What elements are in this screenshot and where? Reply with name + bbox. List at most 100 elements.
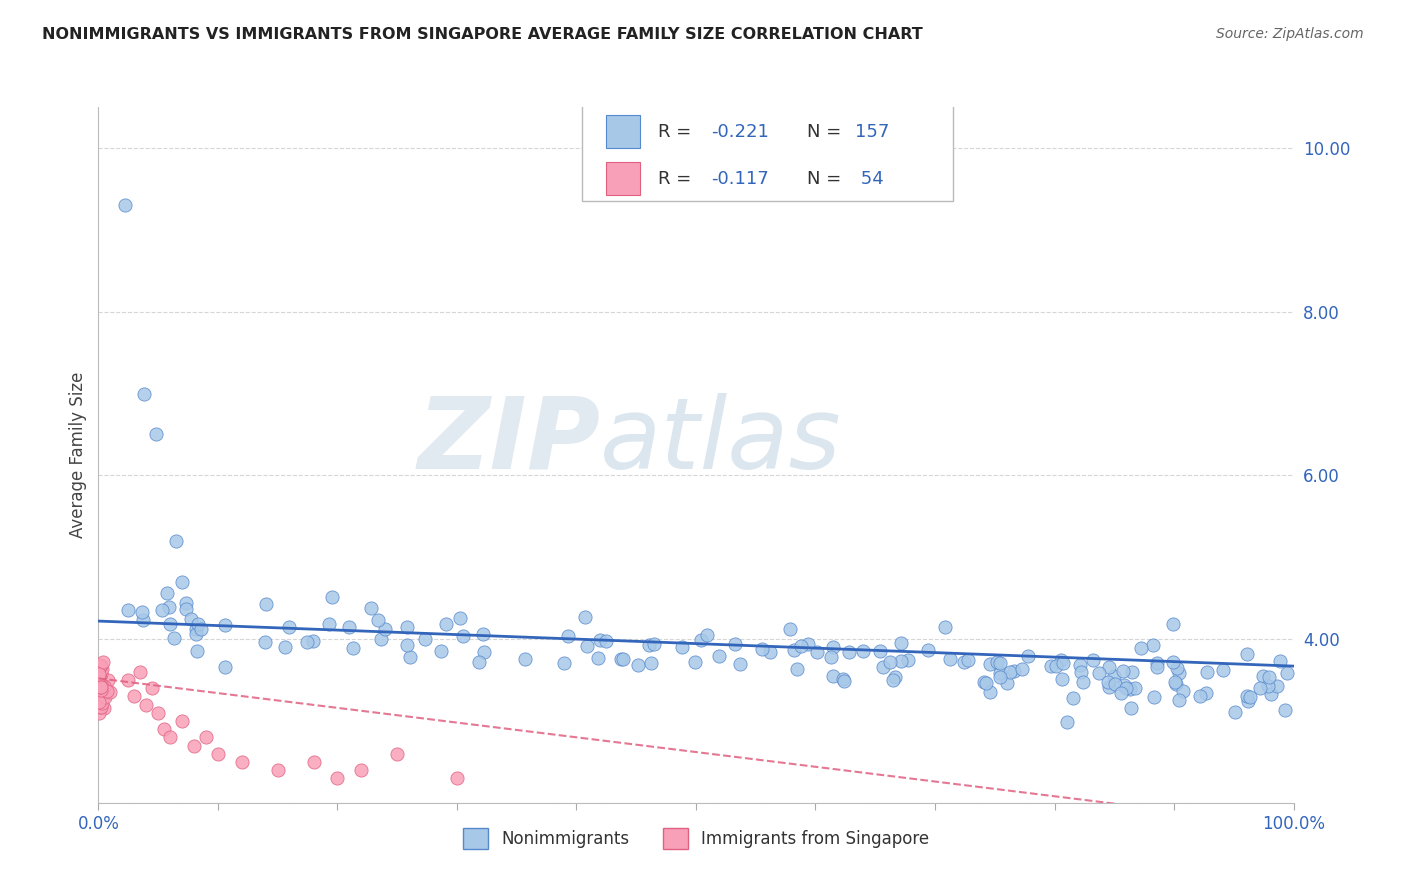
Point [1002,664,1025,678]
Point [89,658,111,673]
Point [174,602,197,616]
Point [696,628,718,642]
Point [1268,654,1291,668]
Point [627,658,650,673]
Point [96,683,118,698]
Point [90,700,112,714]
Point [89,684,111,698]
Point [1050,672,1073,686]
Point [609,652,631,666]
Point [890,635,912,649]
Point [186,644,208,658]
Point [132,613,155,627]
Point [1223,705,1246,719]
Point [1236,647,1258,661]
Point [683,655,706,669]
Point [180,612,202,626]
Point [91,656,114,670]
Point [823,640,845,655]
Point [89,695,111,709]
Point [890,654,912,668]
Point [157,600,180,615]
Point [184,627,207,641]
Point [174,596,197,610]
Point [1143,690,1166,705]
Point [350,763,373,777]
Point [938,652,960,666]
Point [779,622,801,636]
Point [145,427,167,442]
Point [1212,663,1234,677]
Point [689,633,711,648]
Point [150,603,173,617]
Point [374,622,396,636]
Point [576,639,599,653]
Point [90,657,112,672]
Point [882,673,904,688]
Point [1062,691,1084,706]
Text: 157: 157 [855,123,889,141]
Point [790,639,813,653]
Point [468,655,491,669]
Text: N =: N = [807,123,846,141]
Point [321,590,343,604]
Point [1274,703,1296,717]
Point [449,610,471,624]
Y-axis label: Average Family Size: Average Family Size [69,372,87,538]
Point [267,763,290,777]
Point [89,685,111,699]
Point [91,679,114,693]
Point [1146,656,1168,670]
Point [89,677,111,691]
Point [278,620,301,634]
Point [87,668,110,682]
Point [838,644,860,658]
Bar [606,115,640,148]
Point [832,673,855,688]
Text: R =: R = [658,169,697,187]
Point [1102,669,1125,683]
Point [979,685,1001,699]
Point [1045,659,1067,673]
Point [93,690,115,704]
Point [214,660,236,674]
Point [396,638,419,652]
Point [758,644,780,658]
Point [1123,681,1146,695]
Point [172,574,194,589]
Point [274,640,297,654]
Point [89,666,111,681]
Point [823,668,845,682]
Point [89,680,111,694]
Text: 54: 54 [855,169,883,187]
Text: R =: R = [658,123,697,141]
Point [117,603,139,617]
Point [956,653,979,667]
Point [783,643,806,657]
Point [973,674,995,689]
Point [586,651,609,665]
Point [953,655,976,669]
Point [472,645,495,659]
Point [165,533,187,548]
Bar [606,162,640,195]
Point [1239,690,1261,705]
Text: Source: ZipAtlas.com: Source: ZipAtlas.com [1216,27,1364,41]
Point [513,652,536,666]
Point [429,644,451,658]
Point [183,739,205,753]
Point [1121,665,1143,680]
Point [159,616,181,631]
Point [986,656,1008,670]
Point [1173,684,1195,698]
Point [124,690,146,704]
Point [451,629,474,643]
Point [1111,664,1133,678]
Point [214,618,236,632]
Point [724,637,747,651]
Point [413,632,436,647]
Point [988,666,1011,681]
Point [852,644,875,658]
Point [89,678,111,692]
Point [1189,689,1212,703]
